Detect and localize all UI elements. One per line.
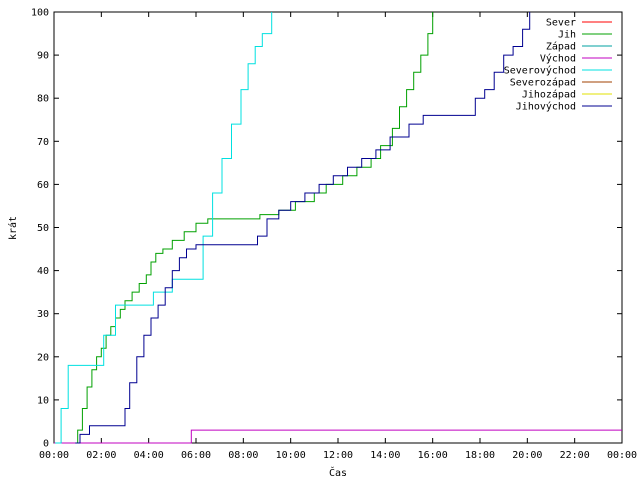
x-tick-label: 14:00 xyxy=(370,450,400,461)
y-tick-label: 100 xyxy=(31,8,49,19)
y-tick-label: 20 xyxy=(37,352,49,363)
y-tick-label: 10 xyxy=(37,395,49,406)
legend-label-severozapad: Severozápad xyxy=(510,77,576,89)
x-tick-label: 02:00 xyxy=(86,450,116,461)
x-tick-label: 20:00 xyxy=(512,450,542,461)
y-tick-label: 40 xyxy=(37,266,49,277)
x-axis: 00:00 02:00 04:00 06:00 08:00 10:00 12:00 14:00… xyxy=(39,12,637,461)
y-tick-label: 0 xyxy=(43,439,49,450)
y-tick-label: 60 xyxy=(37,180,49,191)
y-axis: 0 10 20 30 40 50 60 70 80 90 100 xyxy=(31,8,622,450)
series-line-vychod xyxy=(54,429,622,444)
x-tick-label: 22:00 xyxy=(560,450,590,461)
series-line-jih xyxy=(75,12,434,444)
x-tick-label: 08:00 xyxy=(228,450,258,461)
x-tick-label: 06:00 xyxy=(181,450,211,461)
series-line-severovychod xyxy=(55,12,273,444)
series-line-jihovychod xyxy=(75,12,531,444)
y-tick-label: 50 xyxy=(37,223,49,234)
y-tick-label: 90 xyxy=(37,51,49,62)
y-axis-label: krát xyxy=(7,216,19,240)
x-axis-label: Čas xyxy=(329,466,347,479)
x-tick-label: 10:00 xyxy=(276,450,306,461)
y-tick-label: 80 xyxy=(37,94,49,105)
x-tick-label: 16:00 xyxy=(418,450,448,461)
x-tick-label: 04:00 xyxy=(134,450,164,461)
series-lines xyxy=(54,12,622,444)
legend-label-jihozapad: Jihozápad xyxy=(522,89,576,101)
legend-label-jihovychod: Jihovýchod xyxy=(516,101,576,113)
x-tick-label: 12:00 xyxy=(323,450,353,461)
legend-label-severovychod: Severovýchod xyxy=(504,65,576,77)
legend-label-sever: Sever xyxy=(546,18,576,29)
x-tick-label: 00:00 xyxy=(607,450,637,461)
legend-label-jih: Jih xyxy=(558,30,576,41)
legend: SeverJihZápadVýchodSeverovýchodSeverozáp… xyxy=(504,18,612,113)
legend-label-zapad: Západ xyxy=(546,41,576,53)
y-tick-label: 30 xyxy=(37,309,49,320)
legend-label-vychod: Východ xyxy=(540,53,576,65)
x-tick-label: 00:00 xyxy=(39,450,69,461)
x-tick-label: 18:00 xyxy=(465,450,495,461)
y-tick-label: 70 xyxy=(37,137,49,148)
